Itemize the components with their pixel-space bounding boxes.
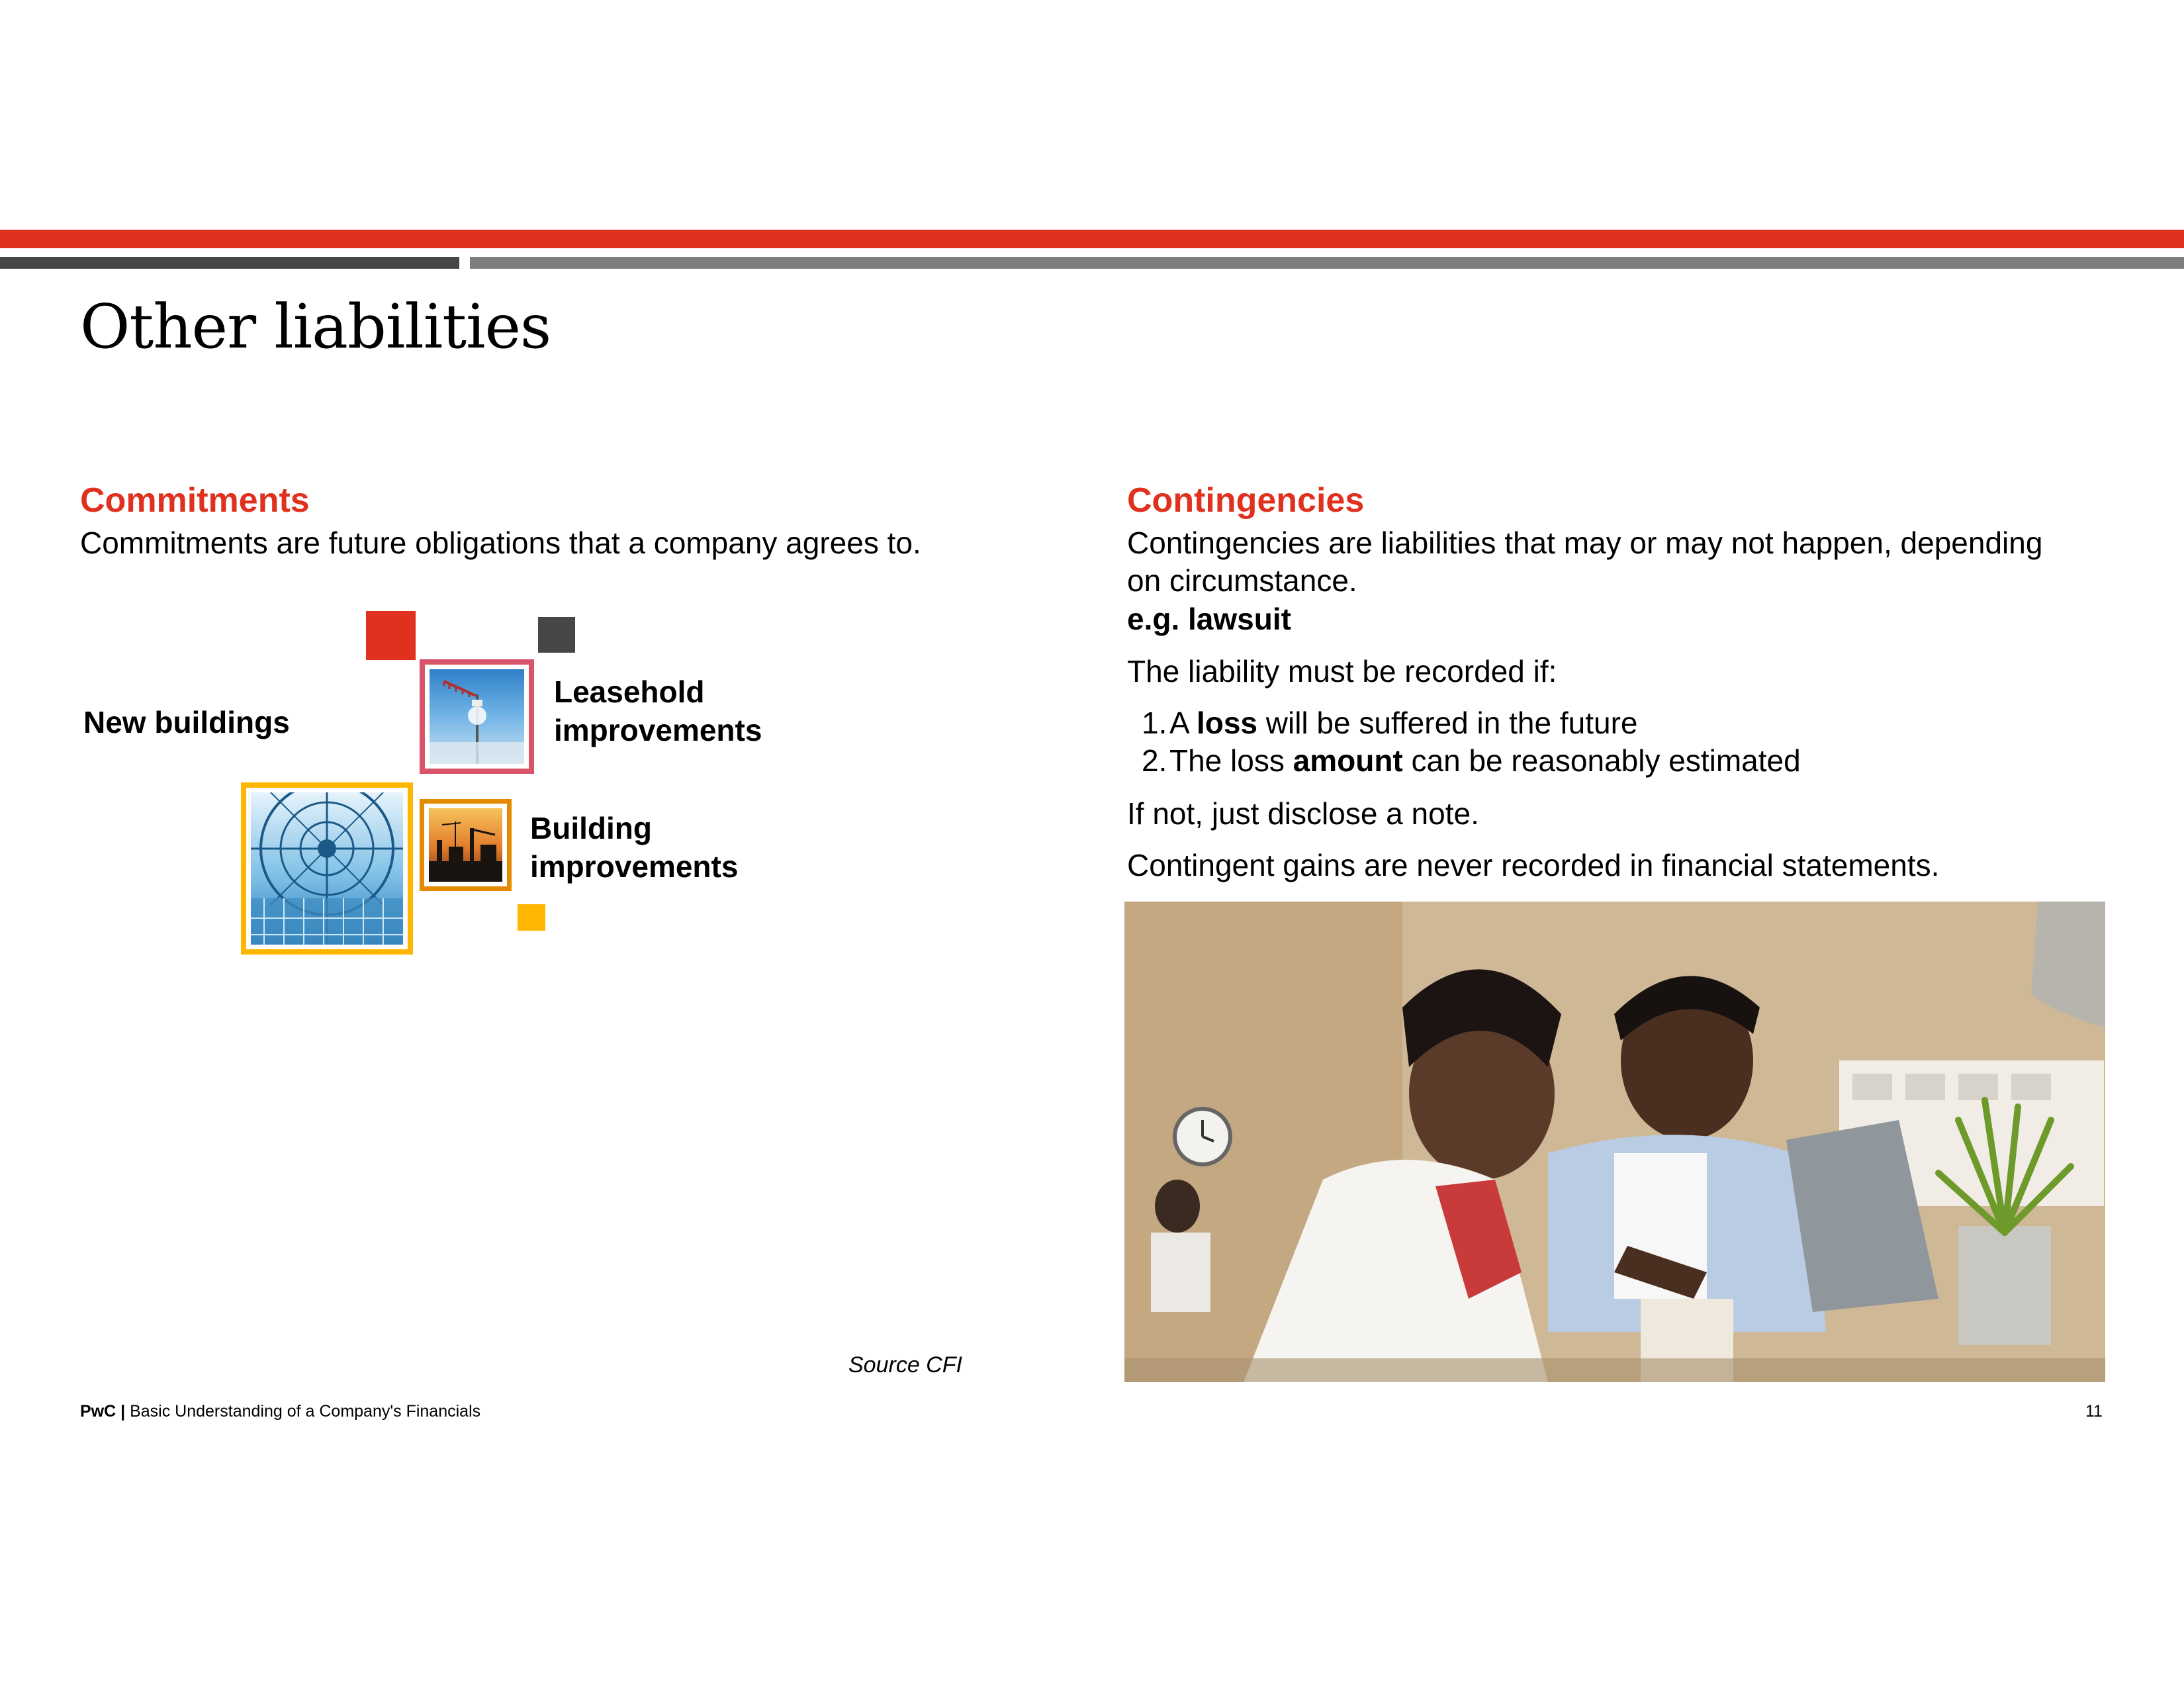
glass-dome-image xyxy=(251,792,403,945)
list-number: 2. xyxy=(1142,743,1167,778)
gains-note: Contingent gains are never recorded in f… xyxy=(1127,848,1940,882)
top-dark-bar xyxy=(0,257,459,269)
commitments-description: Commitments are future obligations that … xyxy=(80,526,921,560)
footer-text: Basic Understanding of a Company's Finan… xyxy=(130,1402,481,1421)
page-number: 11 xyxy=(2085,1402,2103,1421)
contingencies-description-line2: on circumstance. xyxy=(1127,563,1357,598)
dark-square xyxy=(538,617,575,653)
list-text-bold: loss xyxy=(1196,706,1257,740)
office-photo xyxy=(1124,902,2105,1382)
top-grey-bar xyxy=(470,257,2184,269)
source-note: Source CFI xyxy=(848,1352,962,1378)
conditions-list: 1.A loss will be suffered in the future … xyxy=(1142,704,1801,780)
example-text: e.g. lawsuit xyxy=(1127,602,1291,636)
list-text-pre: A xyxy=(1169,706,1197,740)
contingencies-description-line1: Contingencies are liabilities that may o… xyxy=(1127,526,2043,560)
list-item: 1.A loss will be suffered in the future xyxy=(1142,704,1801,742)
slide-title: Other liabilities xyxy=(80,291,551,362)
red-square xyxy=(366,611,416,660)
leasehold-label-line1: Leasehold xyxy=(554,675,705,709)
new-buildings-label: New buildings xyxy=(83,705,290,739)
crane-image xyxy=(430,669,524,764)
construction-sunset-image xyxy=(429,808,502,882)
commitments-heading: Commitments xyxy=(80,481,310,520)
yellow-square xyxy=(518,904,545,931)
footer-brand: PwC | xyxy=(80,1402,126,1421)
condition-intro: The liability must be recorded if: xyxy=(1127,654,1557,688)
building-label-line2: improvements xyxy=(530,849,739,884)
list-text-post: will be suffered in the future xyxy=(1257,706,1638,740)
top-red-bar xyxy=(0,230,2184,248)
contingencies-heading: Contingencies xyxy=(1127,481,1365,520)
list-text-pre: The loss xyxy=(1169,743,1293,778)
otherwise-note: If not, just disclose a note. xyxy=(1127,796,1479,831)
list-text-bold: amount xyxy=(1293,743,1403,778)
list-text-post: can be reasonably estimated xyxy=(1402,743,1801,778)
building-label-line1: Building xyxy=(530,811,652,845)
new-buildings-image-frame xyxy=(241,782,413,955)
list-number: 1. xyxy=(1142,706,1167,740)
leasehold-image-frame xyxy=(420,659,534,774)
leasehold-label-line2: improvements xyxy=(554,713,762,747)
building-improvements-image-frame xyxy=(420,799,512,891)
list-item: 2.The loss amount can be reasonably esti… xyxy=(1142,742,1801,780)
footer: PwC | Basic Understanding of a Company's… xyxy=(80,1402,480,1421)
